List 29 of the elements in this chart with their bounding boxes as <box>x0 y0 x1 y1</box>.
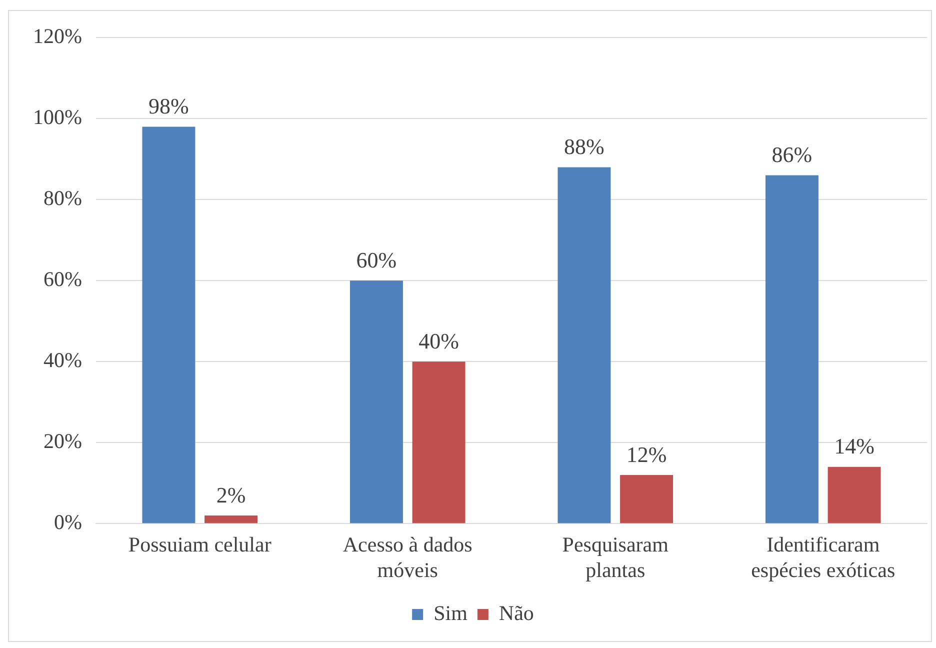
legend-label: Não <box>498 601 534 626</box>
y-tick-label: 60% <box>43 267 82 292</box>
bar <box>620 475 674 524</box>
x-tick-label: Identificaram espécies exóticas <box>751 532 896 582</box>
x-tick-label: Possuiam celular <box>128 532 272 557</box>
data-label: 86% <box>772 142 812 168</box>
y-tick-label: 40% <box>43 348 82 372</box>
data-label: 88% <box>564 134 604 159</box>
data-label: 2% <box>216 482 246 508</box>
x-tick-label: Acesso à dados móveis <box>342 532 472 582</box>
bar <box>350 280 403 524</box>
legend-label: Sim <box>434 601 468 626</box>
data-label: 14% <box>834 434 874 459</box>
bar <box>558 167 611 524</box>
data-label: 40% <box>418 328 459 354</box>
y-tick-label: 80% <box>43 186 82 210</box>
bar <box>142 126 196 524</box>
data-label: 60% <box>356 247 397 272</box>
data-label: 98% <box>148 93 189 118</box>
data-label: 12% <box>626 442 667 467</box>
bar <box>765 175 818 524</box>
x-tick-label: Pesquisaram plantas <box>562 532 668 582</box>
y-tick-label: 100% <box>32 105 82 130</box>
bar <box>412 362 466 524</box>
bar <box>204 516 258 524</box>
y-tick-label: 0% <box>54 510 82 534</box>
y-tick-label: 120% <box>32 24 82 48</box>
y-tick-label: 20% <box>43 429 82 454</box>
bar <box>828 466 881 524</box>
